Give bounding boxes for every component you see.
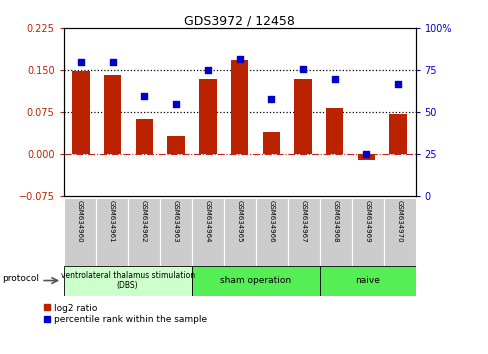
Bar <box>136 119 153 154</box>
Point <box>393 81 401 87</box>
Text: naive: naive <box>354 276 379 285</box>
Bar <box>351 198 383 266</box>
Bar <box>191 266 319 296</box>
Text: GSM634966: GSM634966 <box>268 200 274 243</box>
Bar <box>95 198 127 266</box>
Text: GSM634965: GSM634965 <box>236 200 242 243</box>
Bar <box>199 79 216 154</box>
Bar <box>191 198 223 266</box>
Text: GSM634968: GSM634968 <box>332 200 338 243</box>
Point <box>362 152 369 157</box>
Point <box>77 59 85 65</box>
Point <box>235 56 243 62</box>
Text: GSM634961: GSM634961 <box>108 200 114 243</box>
Point <box>140 93 148 98</box>
Text: GSM634967: GSM634967 <box>300 200 306 243</box>
Text: GSM634962: GSM634962 <box>141 200 146 243</box>
Bar <box>63 266 191 296</box>
Text: GSM634960: GSM634960 <box>77 200 82 243</box>
Bar <box>294 79 311 154</box>
Bar <box>127 198 159 266</box>
Point <box>299 66 306 72</box>
Bar <box>167 136 184 154</box>
Point <box>267 96 275 102</box>
Text: protocol: protocol <box>2 274 40 283</box>
Text: GSM634963: GSM634963 <box>172 200 178 243</box>
Point <box>172 101 180 107</box>
Point <box>330 76 338 81</box>
Bar <box>255 198 287 266</box>
Bar <box>383 198 415 266</box>
Bar <box>287 198 319 266</box>
Text: GSM634969: GSM634969 <box>364 200 370 243</box>
Title: GDS3972 / 12458: GDS3972 / 12458 <box>184 14 294 27</box>
Text: GSM634970: GSM634970 <box>396 200 402 243</box>
Point <box>109 59 117 65</box>
Text: GSM634964: GSM634964 <box>204 200 210 243</box>
Bar <box>104 75 121 154</box>
Text: sham operation: sham operation <box>220 276 290 285</box>
Bar <box>325 108 343 154</box>
Bar <box>230 60 248 154</box>
Legend: log2 ratio, percentile rank within the sample: log2 ratio, percentile rank within the s… <box>43 304 206 324</box>
Bar <box>388 114 406 154</box>
Bar <box>357 154 374 160</box>
Text: ventrolateral thalamus stimulation
(DBS): ventrolateral thalamus stimulation (DBS) <box>61 271 194 290</box>
Bar <box>72 72 90 154</box>
Point <box>203 68 211 73</box>
Bar <box>262 132 280 154</box>
Bar <box>319 266 415 296</box>
Bar <box>63 198 95 266</box>
Bar <box>159 198 191 266</box>
Bar <box>319 198 351 266</box>
Bar <box>223 198 255 266</box>
